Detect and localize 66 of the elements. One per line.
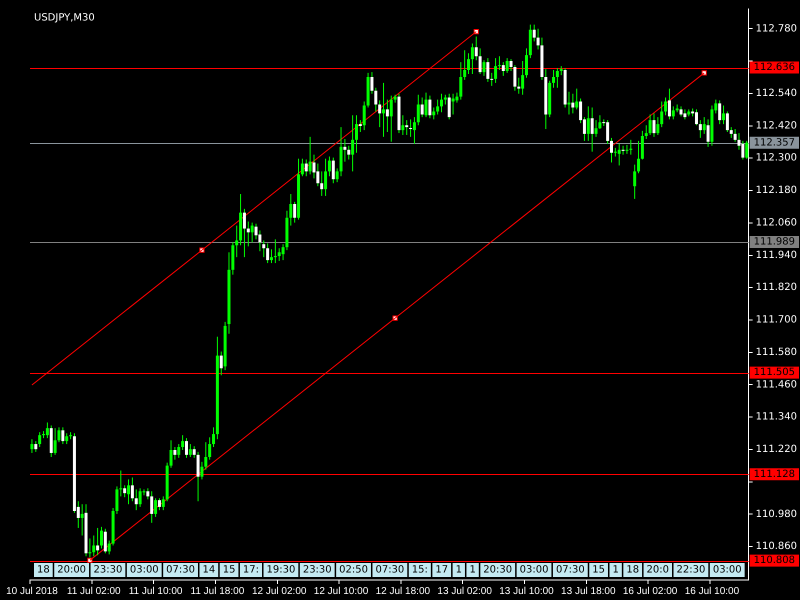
x-tick-label: 12 Jul 02:00 (252, 586, 307, 597)
x-tick-label: 16 Jul 10:00 (684, 586, 740, 597)
y-tick-label: 111.820 (756, 282, 798, 294)
x-tick-label: 13 Jul 18:00 (561, 586, 616, 597)
y-tick-label: 111.220 (756, 444, 798, 456)
ref-line-label: 111.505 (754, 367, 796, 378)
candlestick (382, 82, 386, 137)
annotation: 1 (469, 564, 476, 576)
candlestick (567, 92, 570, 114)
y-tick-label: 112.420 (756, 120, 798, 132)
annotation: 15 (222, 564, 236, 576)
x-tick-label: 11 Jul 02:00 (66, 586, 122, 597)
annotation: 1 (612, 564, 619, 576)
annotation: 20:00 (57, 564, 86, 576)
x-tick-label: 13 Jul 10:00 (499, 586, 554, 597)
y-tick-label: 111.580 (756, 346, 798, 358)
annotation: 07:30 (375, 564, 404, 576)
x-tick-label: 11 Jul 18:00 (190, 586, 245, 597)
candlestick (498, 56, 501, 70)
annotation: 23:30 (94, 564, 122, 576)
annotation: 20:0 (646, 564, 670, 576)
annotation: 15: (412, 564, 428, 576)
candlestick (119, 470, 122, 496)
annotation: 03:00 (712, 564, 742, 576)
ref-line-label: 111.128 (754, 468, 796, 480)
annotation: 17: (242, 564, 260, 576)
annotation: 07:30 (556, 564, 585, 576)
y-tick-label: 111.700 (756, 314, 798, 326)
annotation: 15 (592, 564, 605, 576)
annotation: 19:30 (266, 564, 296, 576)
annotation: 03:00 (520, 564, 548, 576)
ref-line-label: 111.989 (754, 236, 796, 248)
y-tick-label: 110.980 (756, 508, 798, 520)
annotation: 22:30 (676, 564, 706, 576)
x-tick-label: 10 Jul 2018 (6, 586, 58, 597)
x-tick-label: 12 Jul 10:00 (314, 586, 369, 597)
y-tick-label: 111.940 (756, 250, 798, 261)
annotation: 20:30 (483, 564, 512, 576)
y-tick-label: 111.340 (756, 412, 798, 423)
annotation: 18 (626, 564, 640, 576)
y-tick-label: 112.060 (756, 217, 798, 228)
annotation: 1 (456, 564, 462, 576)
y-tick-label: 111.460 (756, 379, 798, 390)
y-tick-label: 112.180 (756, 185, 798, 196)
annotation: 07:30 (166, 564, 195, 576)
chart-title: USDJPY,M30 (34, 12, 95, 24)
x-tick-label: 13 Jul 02:00 (437, 586, 492, 597)
ref-line-label: 112.357 (754, 137, 796, 148)
y-tick-label: 112.300 (756, 152, 798, 164)
candlestick (274, 239, 277, 264)
annotation: 14 (202, 564, 216, 576)
y-tick-label: 112.540 (756, 88, 798, 100)
ref-line-label: 110.808 (754, 555, 796, 566)
candlestick (409, 119, 412, 137)
annotation: 17 (435, 564, 448, 576)
ref-line-label: 112.636 (754, 62, 796, 74)
candlestick (88, 538, 92, 558)
x-tick-label: 16 Jul 02:00 (622, 586, 678, 597)
x-tick-label: 11 Jul 10:00 (128, 586, 183, 597)
annotation: 02:50 (339, 564, 368, 576)
annotation: 03:00 (130, 564, 159, 576)
annotation: 23:30 (302, 564, 332, 576)
y-tick-label: 112.780 (756, 23, 798, 34)
y-tick-label: 110.860 (756, 541, 798, 552)
annotation: 18 (37, 564, 50, 576)
x-tick-label: 12 Jul 18:00 (376, 586, 431, 597)
